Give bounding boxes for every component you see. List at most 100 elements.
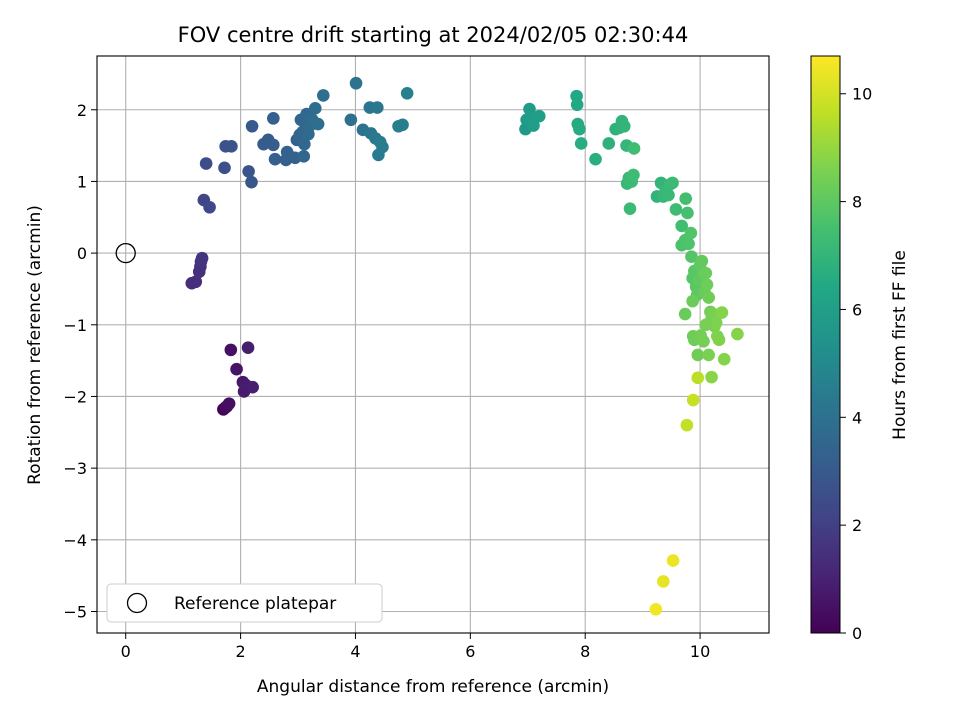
y-tick-label: −4 [63, 531, 87, 550]
data-point [712, 333, 726, 347]
data-point [602, 137, 616, 150]
data-point [623, 202, 637, 215]
data-point [574, 137, 588, 150]
legend-reference-label: Reference platepar [174, 594, 336, 614]
data-point [682, 237, 695, 251]
legend-box [106, 583, 383, 623]
data-point [657, 575, 670, 588]
colorbar-tick-label: 8 [852, 193, 862, 212]
colorbar [811, 56, 840, 633]
data-point [666, 554, 680, 567]
data-point [230, 362, 243, 376]
data-point [268, 152, 282, 166]
y-tick-label: −2 [63, 387, 87, 406]
data-point [199, 157, 213, 170]
data-point [675, 219, 688, 233]
data-point [370, 101, 384, 114]
data-point [222, 397, 236, 410]
data-point [697, 334, 710, 348]
data-point [715, 306, 729, 319]
data-point [731, 327, 744, 341]
grid-lines [97, 56, 769, 633]
colorbar-tick-label: 10 [852, 85, 872, 104]
data-point [705, 370, 718, 384]
data-point [267, 112, 280, 125]
data-point [627, 168, 640, 182]
data-point [316, 89, 330, 102]
data-point [679, 192, 693, 205]
data-point [349, 76, 363, 90]
colorbar-frame [810, 55, 841, 634]
data-point [245, 119, 259, 133]
reference-point-marker [115, 242, 136, 264]
data-point [684, 226, 698, 240]
colorbar-ticks: 0 2 4 6 8 10 [840, 85, 872, 643]
data-point [245, 175, 258, 189]
data-point [189, 275, 203, 289]
data-point [570, 98, 584, 112]
data-point [700, 278, 714, 291]
y-tick-label: −3 [63, 459, 87, 478]
data-point [686, 294, 699, 308]
data-point [195, 251, 209, 265]
data-point [589, 152, 602, 166]
x-axis-ticks: 0 2 4 6 8 10 [121, 633, 710, 661]
colorbar-tick-label: 6 [852, 300, 862, 319]
data-point [246, 380, 259, 394]
y-tick-label: −1 [63, 316, 87, 335]
data-point [662, 188, 675, 202]
data-point [298, 137, 311, 151]
x-tick-label: 8 [580, 642, 590, 661]
colorbar-tick-label: 4 [852, 408, 862, 427]
data-point [297, 150, 311, 163]
data-point [532, 109, 546, 123]
y-axis-ticks: 2 1 0 −1 −2 −3 −4 −5 [63, 101, 97, 621]
colorbar-tick-label: 0 [852, 624, 862, 643]
x-tick-label: 10 [690, 642, 710, 661]
colorbar-tick-label: 2 [852, 516, 862, 535]
data-point [267, 138, 280, 152]
data-point [695, 254, 709, 268]
data-point [691, 348, 705, 362]
data-point [627, 142, 641, 155]
data-point [617, 119, 631, 133]
x-tick-label: 0 [121, 642, 131, 661]
y-tick-label: 2 [77, 101, 87, 120]
data-point [709, 316, 723, 329]
data-point [224, 343, 238, 357]
data-point [376, 140, 389, 154]
reference-marker-group [115, 242, 136, 264]
data-point [680, 418, 694, 432]
data-point [203, 200, 216, 214]
data-point [396, 118, 409, 132]
x-axis-label: Angular distance from reference (arcmin) [257, 677, 609, 697]
data-point [225, 140, 238, 153]
x-tick-label: 2 [235, 642, 245, 661]
x-tick-label: 4 [350, 642, 360, 661]
data-point [678, 307, 692, 321]
data-point [218, 161, 231, 175]
data-point [308, 102, 322, 115]
plot-frame [96, 55, 770, 634]
data-point [669, 203, 683, 216]
y-tick-label: 1 [77, 172, 87, 191]
data-point [242, 165, 255, 178]
data-point [691, 371, 705, 385]
data-point [311, 117, 325, 131]
data-point [699, 266, 713, 280]
colorbar-label: Hours from first FF file [890, 250, 910, 440]
data-point [681, 206, 694, 220]
data-point [699, 318, 713, 332]
data-point [702, 348, 715, 362]
y-tick-label: −5 [63, 602, 87, 621]
x-tick-label: 6 [465, 642, 475, 661]
legend-reference-marker [126, 592, 148, 614]
y-axis-label: Rotation from reference (arcmin) [25, 205, 45, 485]
data-point [573, 122, 586, 136]
y-tick-label: 0 [77, 244, 87, 263]
data-point [686, 393, 700, 407]
data-point [717, 352, 731, 366]
data-point [241, 341, 255, 355]
data-point [649, 603, 663, 616]
